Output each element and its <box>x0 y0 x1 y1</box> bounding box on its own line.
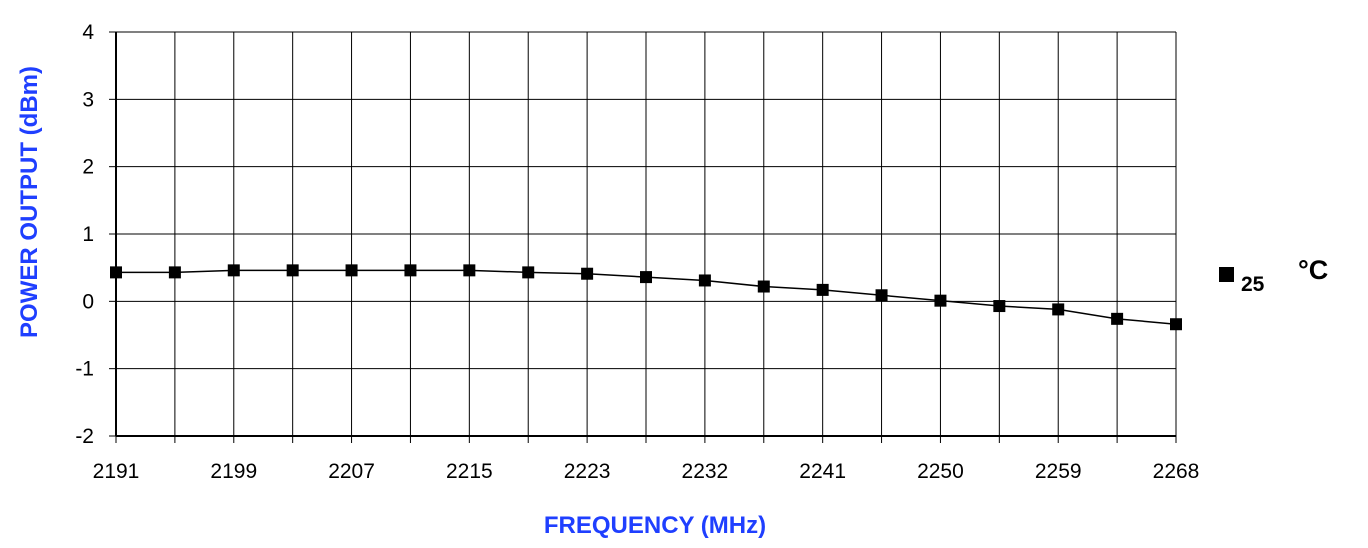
y-tick-label: 2 <box>82 156 94 179</box>
data-point <box>640 271 652 284</box>
axes <box>109 31 1177 443</box>
x-tick-label: 2223 <box>564 460 611 483</box>
data-point <box>1052 303 1065 316</box>
x-tick-label: 2259 <box>1035 460 1082 483</box>
data-point <box>286 264 299 277</box>
data-point <box>934 294 947 307</box>
data-point <box>522 266 535 279</box>
legend-marker <box>1219 267 1234 282</box>
tick-labels: 4 3 2 1 0 -1 -2 2191 2199 2207 2215 2223 2232 2241 225… <box>75 21 1199 483</box>
data-point <box>1111 312 1124 325</box>
data-point <box>1170 318 1182 331</box>
x-axis-title: FREQUENCY (MHz) <box>544 512 766 539</box>
data-point <box>463 264 476 277</box>
data-point <box>757 280 770 293</box>
x-tick-label: 2207 <box>328 460 375 483</box>
legend: 25 °C <box>1219 255 1328 296</box>
y-axis-title: POWER OUTPUT (dBm) <box>16 66 43 338</box>
y-tick-label: 3 <box>82 88 94 111</box>
x-tick-label: 2191 <box>93 460 140 483</box>
y-tick-label: -2 <box>75 425 94 448</box>
x-tick-label: 2268 <box>1153 460 1200 483</box>
data-point <box>110 266 122 279</box>
data-point <box>345 264 358 277</box>
data-point <box>875 289 888 302</box>
legend-value: 25 <box>1241 273 1265 296</box>
data-point <box>816 283 829 296</box>
y-tick-label: 1 <box>82 223 94 246</box>
legend-unit: °C <box>1298 255 1328 285</box>
data-point <box>993 300 1006 313</box>
x-tick-label: 2250 <box>917 460 964 483</box>
data-point <box>581 267 594 280</box>
data-point <box>698 274 711 287</box>
x-tick-label: 2241 <box>799 460 846 483</box>
y-tick-label: 4 <box>82 21 94 44</box>
data-series <box>110 264 1182 331</box>
x-tick-label: 2232 <box>682 460 729 483</box>
grid-lines <box>116 31 1177 437</box>
data-point <box>227 264 240 277</box>
y-tick-label: -1 <box>75 358 94 381</box>
x-tick-label: 2215 <box>446 460 493 483</box>
y-tick-label: 0 <box>82 290 94 313</box>
data-point <box>404 264 417 277</box>
x-tick-label: 2199 <box>210 460 257 483</box>
data-point <box>168 266 181 279</box>
